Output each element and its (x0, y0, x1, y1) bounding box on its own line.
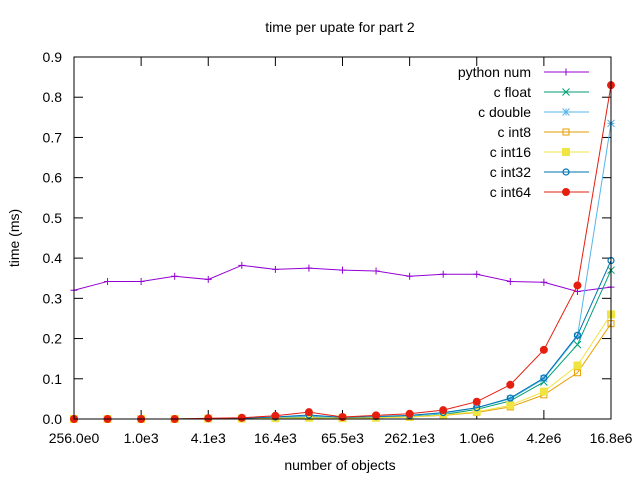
data-point (439, 406, 448, 415)
data-point (406, 272, 414, 280)
data-point (562, 68, 570, 76)
x-axis-ticks: 256.0e0 1.0e3 4.1e3 16.4e3 65.5e3 262.1e3 1.0e… (49, 57, 633, 446)
data-point (562, 88, 570, 96)
data-point (540, 374, 548, 382)
legend-entry: python num (458, 64, 589, 80)
data-point (573, 332, 582, 341)
x-tick-label: 65.5e3 (321, 430, 364, 446)
data-point (271, 411, 280, 420)
data-point (238, 261, 246, 269)
data-point (204, 414, 213, 423)
y-tick-label: 0.8 (43, 89, 63, 105)
data-point (372, 411, 381, 420)
data-point (562, 148, 570, 156)
series-c-int64 (70, 81, 615, 423)
legend-entry: c int8 (498, 124, 589, 140)
series-c-int8 (70, 320, 615, 423)
legend-label: c double (478, 104, 531, 120)
y-tick-label: 0.7 (43, 129, 63, 145)
y-axis-label: time (ms) (6, 209, 22, 267)
data-point (573, 340, 582, 349)
legend-entry: c int64 (490, 184, 589, 200)
y-tick-label: 0.3 (43, 290, 63, 306)
x-tick-label: 16.8e6 (590, 430, 633, 446)
data-point (304, 408, 313, 417)
legend-label: python num (458, 64, 531, 80)
legend-label: c int8 (498, 124, 532, 140)
data-point (137, 277, 145, 285)
data-point (540, 278, 548, 286)
data-point (562, 108, 570, 116)
series-c-int16 (70, 310, 615, 423)
x-tick-label: 1.0e3 (124, 430, 159, 446)
x-tick-label: 256.0e0 (49, 430, 100, 446)
data-point (472, 397, 481, 406)
data-point (506, 395, 515, 403)
y-tick-label: 0.0 (43, 411, 63, 427)
x-tick-label: 262.1e3 (384, 430, 435, 446)
data-point (271, 265, 279, 273)
data-point (506, 401, 515, 410)
data-point (372, 267, 380, 275)
legend-label: c int32 (490, 164, 531, 180)
x-axis-label: number of objects (284, 457, 395, 473)
legend-entry: c float (494, 84, 589, 100)
data-point (506, 380, 515, 389)
data-point (237, 413, 246, 422)
data-point (473, 270, 481, 278)
data-point (562, 128, 570, 136)
series-line (74, 260, 612, 420)
y-tick-label: 0.2 (43, 331, 63, 347)
legend-label: c int64 (490, 184, 531, 200)
data-point (171, 272, 179, 280)
data-point (573, 331, 582, 339)
data-point (305, 264, 313, 272)
legend-label: c float (494, 84, 531, 100)
data-point (540, 374, 548, 383)
data-point (573, 361, 582, 370)
x-tick-label: 16.4e3 (254, 430, 297, 446)
y-tick-label: 0.9 (43, 49, 63, 65)
data-point (104, 277, 112, 285)
y-tick-label: 0.6 (43, 170, 63, 186)
y-tick-label: 0.4 (43, 250, 63, 266)
data-point (573, 281, 582, 290)
series-line (74, 314, 612, 420)
data-point (439, 270, 447, 278)
data-point (405, 409, 414, 418)
legend-label: c int16 (490, 144, 531, 160)
legend-entry: c int16 (490, 144, 589, 160)
series-line (74, 323, 612, 420)
data-point (339, 266, 346, 274)
data-point (562, 168, 570, 176)
y-tick-label: 0.1 (43, 371, 63, 387)
x-tick-label: 4.2e6 (526, 430, 561, 446)
legend: python num c float c double c int8 c int16 c … (458, 64, 589, 200)
data-point (573, 369, 581, 377)
data-point (506, 277, 514, 285)
data-point (506, 394, 514, 402)
data-point (204, 275, 212, 283)
series-python-num (70, 261, 615, 295)
legend-entry: c int32 (490, 164, 589, 180)
chart-title: time per upate for part 2 (265, 19, 415, 35)
x-tick-label: 4.1e3 (191, 430, 226, 446)
y-axis-ticks: 0.0 0.1 0.2 0.3 0.4 0.5 0.6 0.7 0.8 0.9 (43, 49, 611, 427)
legend-entry: c double (478, 104, 589, 120)
y-tick-label: 0.5 (43, 210, 63, 226)
series-layer (70, 81, 615, 423)
data-point (562, 188, 570, 196)
data-point (539, 345, 548, 354)
plot-frame (73, 56, 612, 420)
data-point (539, 387, 548, 396)
x-tick-label: 1.0e6 (459, 430, 494, 446)
data-point (472, 407, 481, 416)
